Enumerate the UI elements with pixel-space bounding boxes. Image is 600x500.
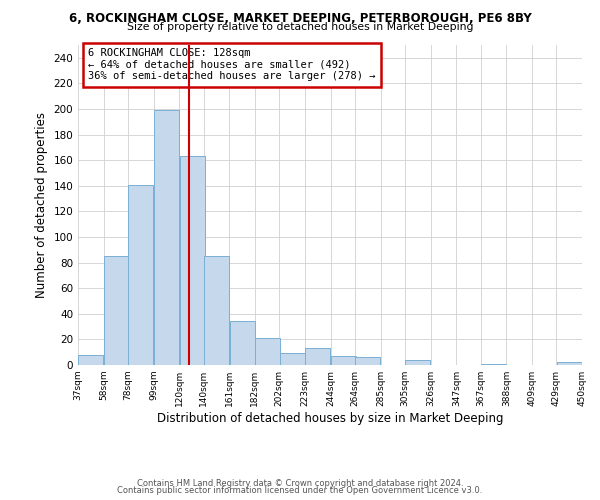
Y-axis label: Number of detached properties: Number of detached properties [35,112,48,298]
Text: 6, ROCKINGHAM CLOSE, MARKET DEEPING, PETERBOROUGH, PE6 8BY: 6, ROCKINGHAM CLOSE, MARKET DEEPING, PET… [68,12,532,24]
Bar [305,348,330,365]
Bar [179,156,205,365]
X-axis label: Distribution of detached houses by size in Market Deeping: Distribution of detached houses by size … [157,412,503,425]
Bar [128,184,153,365]
Bar [331,356,356,365]
Bar [557,362,581,365]
Bar [256,338,280,365]
Text: 6 ROCKINGHAM CLOSE: 128sqm
← 64% of detached houses are smaller (492)
36% of sem: 6 ROCKINGHAM CLOSE: 128sqm ← 64% of deta… [88,48,376,82]
Bar [481,364,506,365]
Text: Size of property relative to detached houses in Market Deeping: Size of property relative to detached ho… [127,22,473,32]
Bar [230,322,254,365]
Bar [406,360,430,365]
Text: Contains HM Land Registry data © Crown copyright and database right 2024.: Contains HM Land Registry data © Crown c… [137,478,463,488]
Bar [355,358,380,365]
Bar [104,256,129,365]
Bar [79,355,103,365]
Bar [204,256,229,365]
Text: Contains public sector information licensed under the Open Government Licence v3: Contains public sector information licen… [118,486,482,495]
Bar [154,110,179,365]
Bar [280,354,305,365]
